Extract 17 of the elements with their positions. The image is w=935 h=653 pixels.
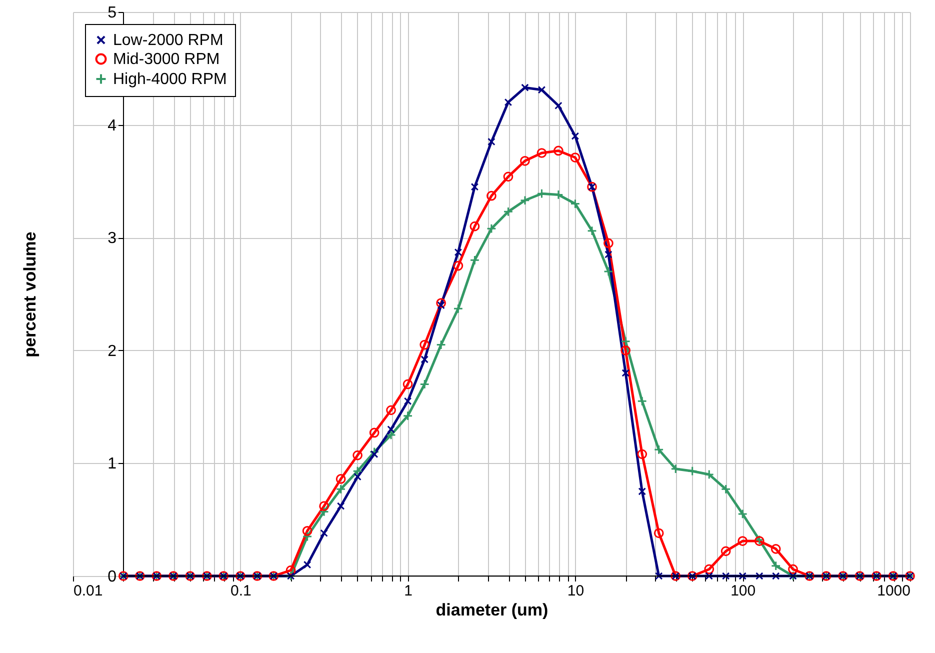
y-tick-label: 0 <box>108 568 117 586</box>
x-axis-title: diameter (um) <box>436 600 548 620</box>
x-tick-label: 10 <box>567 582 584 600</box>
legend-label: Mid-3000 RPM <box>113 51 220 68</box>
y-tick-label: 5 <box>108 4 117 22</box>
y-tick-label: 2 <box>108 342 117 360</box>
y-tick-label: 4 <box>108 117 117 134</box>
x-tick-label: 1000 <box>877 582 910 600</box>
legend-label: Low-2000 RPM <box>113 32 224 49</box>
y-tick-label: 1 <box>108 456 117 473</box>
x-tick-label: 0.1 <box>230 582 252 600</box>
y-tick-label: 3 <box>108 230 117 248</box>
x-tick-label: 100 <box>730 582 756 600</box>
legend-label: High-4000 RPM <box>113 71 227 88</box>
x-tick-label: 1 <box>404 582 412 600</box>
x-tick-label: 0.01 <box>74 582 103 600</box>
y-axis-title: percent volume <box>20 232 40 358</box>
